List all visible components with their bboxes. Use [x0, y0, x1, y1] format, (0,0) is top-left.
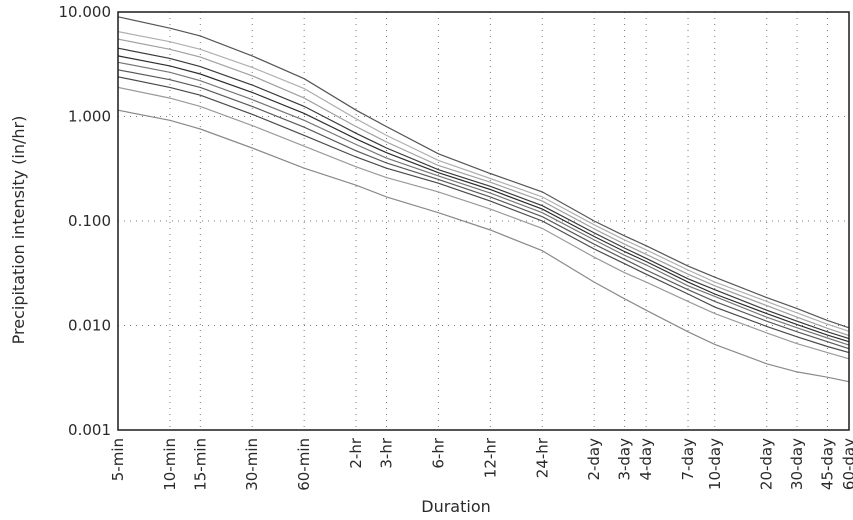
series-line-7 [117, 47, 850, 340]
grid-layer [117, 12, 850, 430]
series-line-2 [117, 86, 850, 360]
y-tick-label: 10.000 [59, 3, 112, 21]
x-tick-label: 7-day [679, 438, 697, 481]
x-tick-label: 3-day [616, 438, 634, 481]
x-tick-label: 5-min [109, 438, 127, 481]
series-line-4 [117, 69, 850, 350]
y-tick-label: 0.010 [68, 317, 111, 335]
series-line-9 [117, 31, 850, 332]
series-line-6 [117, 55, 850, 343]
series-line-5 [117, 61, 850, 346]
x-tick-label: 2-hr [347, 437, 365, 468]
series-line-8 [117, 38, 850, 337]
x-tick-label: 30-min [243, 438, 261, 491]
x-tick-label: 3-hr [377, 437, 395, 468]
x-tick-label: 12-hr [481, 437, 499, 478]
y-tick-label: 0.001 [68, 421, 111, 439]
series-line-1 [117, 109, 850, 383]
x-tick-label: 60-min [295, 438, 313, 491]
x-tick-label: 24-hr [533, 437, 551, 478]
y-tick-label: 0.100 [68, 212, 111, 230]
y-tick-label: 1.000 [68, 108, 111, 126]
x-tick-label: 10-min [161, 438, 179, 491]
series-layer [117, 16, 850, 383]
x-tick-label: 10-day [706, 438, 724, 490]
plot-frame [117, 11, 850, 431]
x-tick-labels: 5-min 10-min 15-min 30-min 60-min 2-hr 3-hr 6-h… [109, 437, 853, 491]
x-tick-label: 60-day [840, 438, 853, 490]
x-tick-label: 6-hr [429, 437, 447, 468]
x-tick-label: 15-min [191, 438, 209, 491]
y-axis-label: Precipitation intensity (in/hr) [9, 116, 28, 345]
series-line-3 [117, 76, 850, 354]
x-tick-label: 2-day [585, 438, 603, 481]
x-tick-label: 45-day [818, 438, 836, 490]
y-tick-labels: 0.001 0.010 0.100 1.000 10.000 [59, 3, 112, 439]
x-tick-label: 4-day [637, 438, 655, 481]
x-tick-label: 30-day [788, 438, 806, 490]
x-axis-label: Duration [421, 497, 491, 516]
x-tick-label: 20-day [758, 438, 776, 490]
series-line-10 [117, 16, 850, 329]
